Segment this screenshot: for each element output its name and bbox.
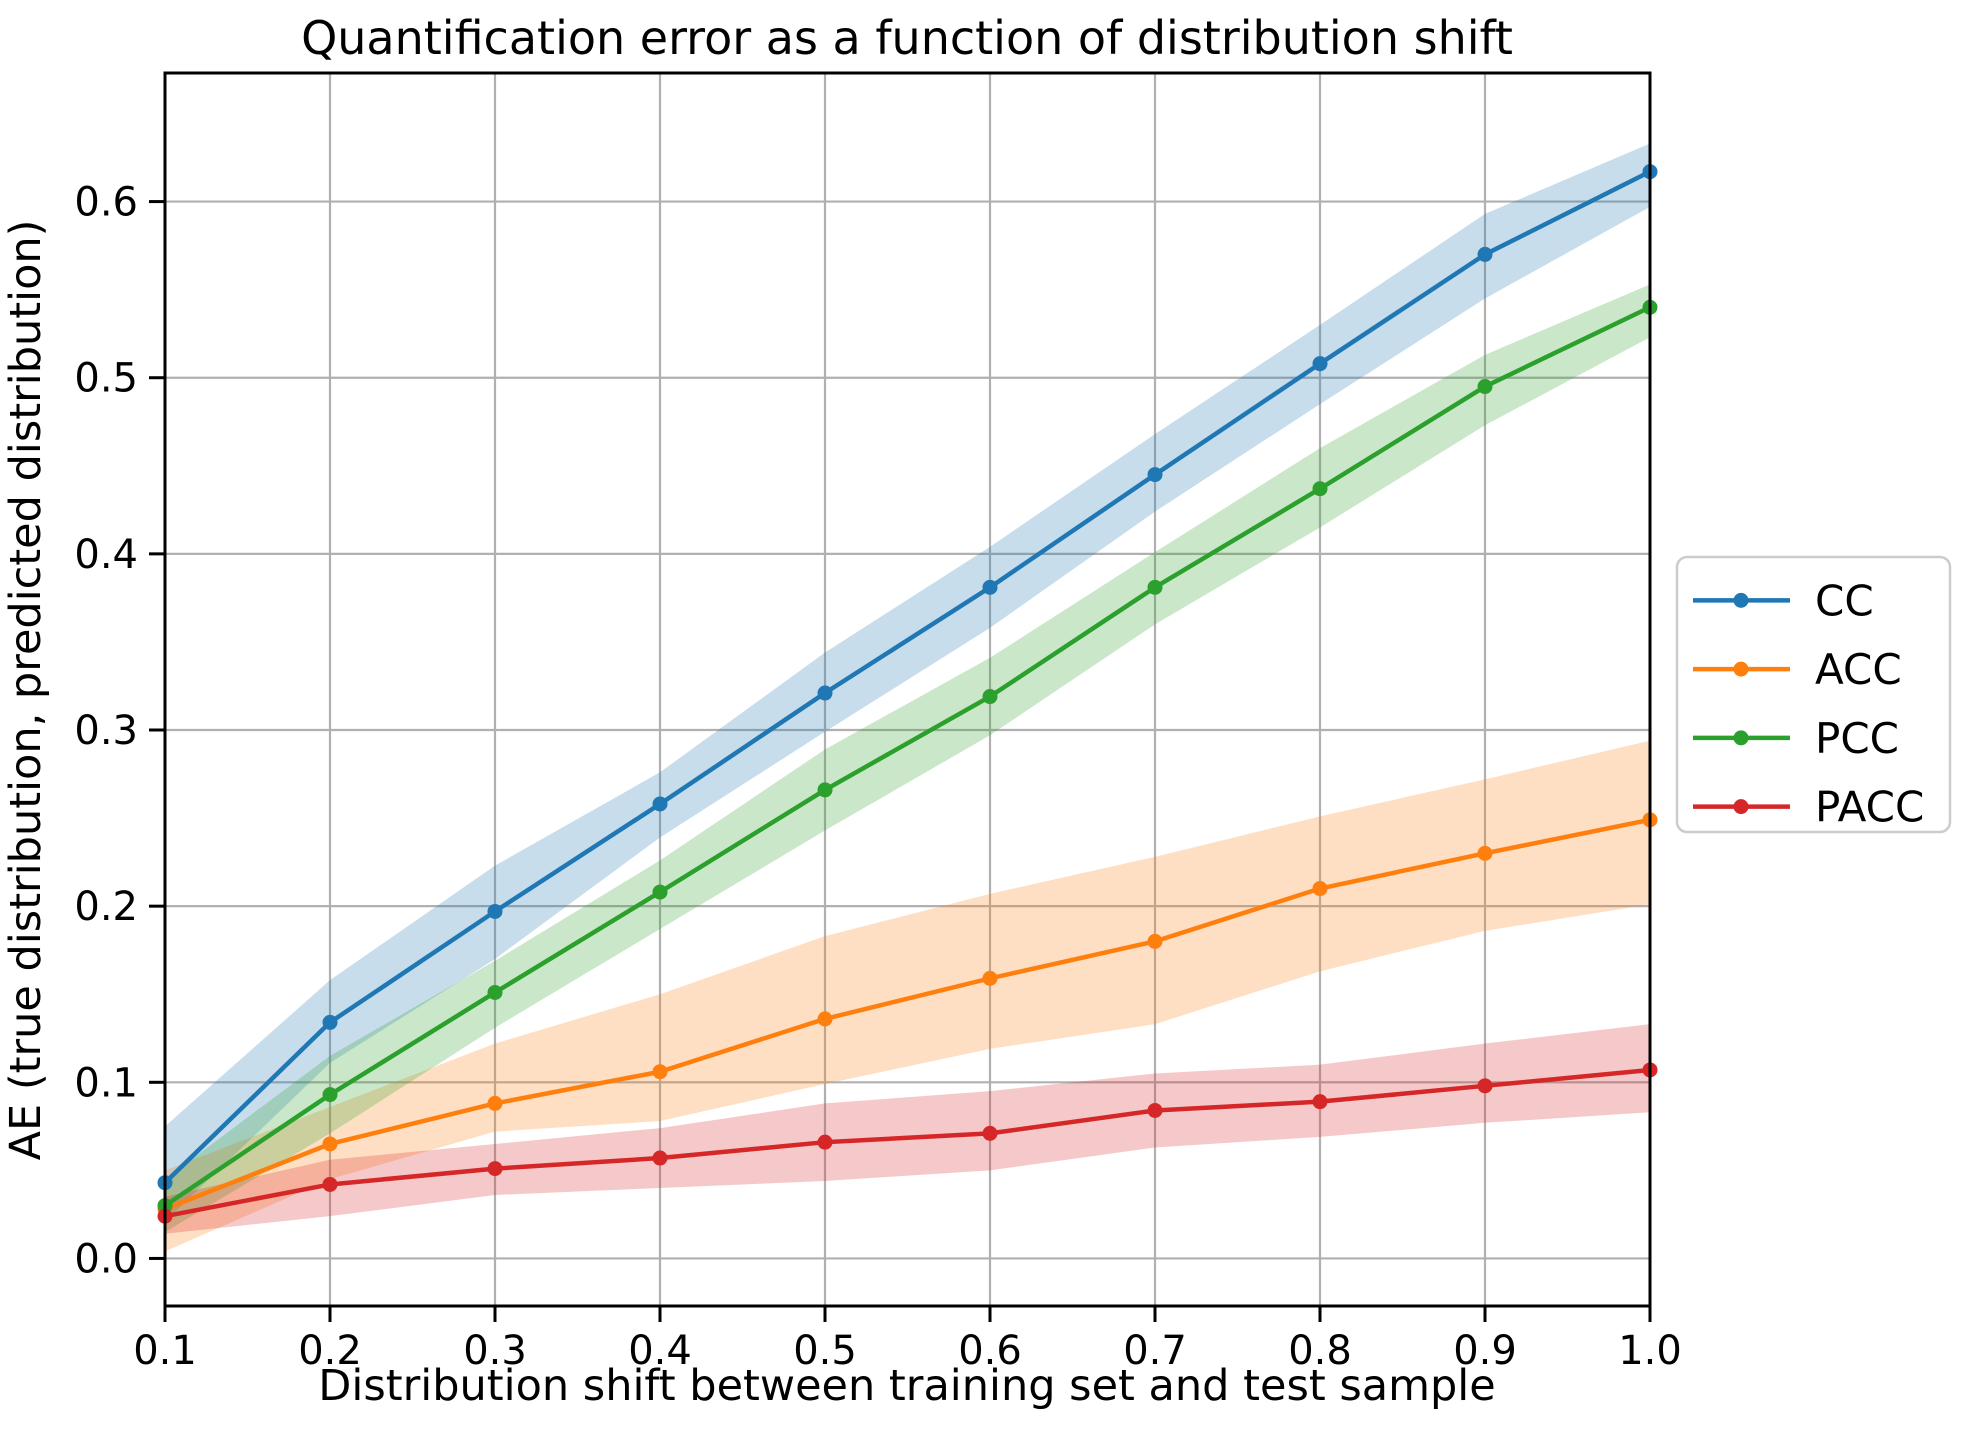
legend-entry-label: PACC [1815,783,1924,832]
data-point-pacc [1147,1102,1163,1118]
legend-entry-acc: ACC [1693,645,1902,694]
x-tick-label: 0.9 [1453,1328,1517,1374]
x-tick-label: 0.5 [793,1328,857,1374]
axes-frame [163,71,1652,1308]
data-point-pcc [1147,579,1163,595]
data-point-cc [982,579,998,595]
confidence-band-acc [165,740,1650,1252]
data-point-pcc [322,1087,338,1103]
data-point-cc [652,796,668,812]
y-tick-label: 0.5 [74,356,138,402]
legend-entry-pacc: PACC [1693,783,1924,832]
y-tick-label: 0.1 [74,1060,138,1106]
data-point-cc [1147,467,1163,483]
data-point-acc [1147,933,1163,949]
legend-entry-cc: CC [1693,576,1874,625]
data-point-cc [322,1014,338,1030]
x-tick-label: 0.2 [298,1328,362,1374]
y-tick-label: 0.4 [74,532,138,578]
legend-entry-label: CC [1815,576,1874,625]
data-point-pacc [652,1150,668,1166]
tick-labels: 0.1 0.2 0.3 0.4 0.5 0.6 0.7 0.8 0.9 1.0 0.0 0.1 0.2 0… [74,180,1681,1374]
data-point-pacc [817,1134,833,1150]
data-point-acc [817,1011,833,1027]
x-tick-label: 0.1 [133,1328,197,1374]
axis-ticks [149,200,1652,1322]
data-point-cc [817,685,833,701]
data-point-pacc [982,1125,998,1141]
x-axis-label: Distribution shift between training set … [318,1361,1495,1411]
y-tick-label: 0.6 [74,180,138,226]
x-tick-label: 1.0 [1618,1328,1682,1374]
x-tick-label: 0.6 [958,1328,1022,1374]
x-tick-label: 0.8 [1288,1328,1352,1374]
data-point-acc [1477,845,1493,861]
data-point-pacc [1312,1094,1328,1110]
chart-title: Quantification error as a function of di… [301,11,1513,65]
confidence-band-cc [165,143,1650,1222]
series-lines [163,169,1652,1219]
data-point-acc [652,1064,668,1080]
data-point-pacc [1477,1078,1493,1094]
data-point-pcc [817,782,833,798]
y-tick-label: 0.0 [74,1236,138,1282]
series-line-cc [163,169,1652,1185]
data-point-pcc [1312,481,1328,497]
data-point-pcc [652,884,668,900]
data-point-cc [487,903,503,919]
y-tick-label: 0.3 [74,708,138,754]
y-axis-label: AE (true distribution, predicted distrib… [1,220,51,1161]
data-point-cc [1477,246,1493,262]
legend-box [1675,555,1952,834]
legend-entry-label: PCC [1815,714,1899,763]
legend-marker [1733,799,1749,815]
data-point-pacc [322,1176,338,1192]
data-point-acc [1312,881,1328,897]
series-line-acc [164,817,1651,1212]
y-tick-label: 0.2 [74,884,138,930]
legend-marker [1733,730,1749,746]
data-point-cc [1312,356,1328,372]
legend-entry-label: ACC [1815,645,1902,694]
legend-marker [1733,592,1749,608]
data-point-pcc [982,689,998,705]
data-point-pacc [487,1161,503,1177]
x-tick-label: 0.4 [628,1328,692,1374]
legend-entry-pcc: PCC [1693,714,1899,763]
confidence-bands [165,143,1650,1252]
data-point-acc [487,1095,503,1111]
series-line-pcc [163,305,1651,1208]
data-point-pcc [1477,379,1493,395]
data-point-acc [982,970,998,986]
confidence-band-pacc [165,1024,1650,1234]
legend: CC ACC PCC PACC [1675,555,1952,834]
series-line-pacc [164,1067,1651,1219]
legend-marker [1733,661,1749,677]
confidence-band-pcc [165,284,1650,1233]
data-point-acc [322,1136,338,1152]
x-tick-label: 0.3 [463,1328,527,1374]
x-tick-label: 0.7 [1123,1328,1187,1374]
data-point-pcc [487,984,503,1000]
